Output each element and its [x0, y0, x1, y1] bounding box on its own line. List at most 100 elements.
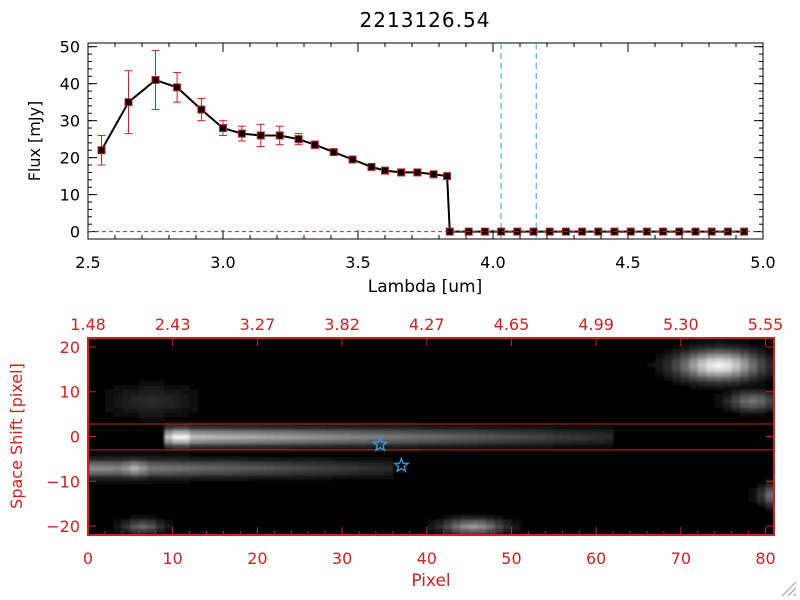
- spectrogram-cell: [121, 528, 131, 534]
- spectrogram-cell: [164, 474, 174, 480]
- spectrogram-cell: [299, 474, 309, 480]
- spectrogram-cell: [172, 393, 182, 400]
- spectrogram-cell: [697, 362, 707, 368]
- spectrogram-cell: [181, 407, 191, 413]
- spectrogram-cell: [342, 429, 352, 435]
- spectrogram-cell: [782, 497, 791, 502]
- wavelength-top-tick-label: 4.27: [409, 315, 445, 334]
- spectrogram-cell: [147, 411, 157, 417]
- spectrogram-cell: [731, 393, 741, 400]
- spectrogram-cell: [452, 425, 462, 431]
- spectrogram-cell: [443, 434, 453, 440]
- spectrogram-cell: [257, 420, 267, 426]
- spectrogram-cell: [774, 501, 783, 506]
- spectrogram-cell: [748, 398, 758, 404]
- spectrogram-cell: [316, 474, 326, 480]
- spectrogram-cell: [706, 376, 716, 382]
- spectrogram-cell: [553, 434, 563, 440]
- spectrogram-cell: [689, 380, 699, 386]
- spectrum-y-label: Flux [mJy]: [25, 101, 44, 182]
- spectrogram-cell: [155, 452, 165, 458]
- spectrogram-cell: [782, 398, 791, 403]
- spectrogram-cell: [147, 514, 157, 520]
- spectrogram-cell: [469, 434, 479, 440]
- spectrogram-cell: [494, 425, 504, 431]
- spectrogram-cell: [96, 470, 106, 476]
- spectrogram-cell: [189, 389, 199, 395]
- resize-grip-icon[interactable]: [781, 581, 797, 597]
- spectrogram-cell: [342, 456, 352, 462]
- spectrogram-cell: [282, 420, 292, 426]
- spectrogram-cell: [172, 385, 182, 391]
- spectrogram-cell: [469, 438, 479, 444]
- spectrogram-cell: [706, 385, 716, 391]
- spectrogram-cell: [265, 452, 275, 458]
- spectrogram-cell: [350, 474, 360, 480]
- spectrogram-cell: [172, 452, 182, 458]
- spectrogram-cell: [460, 532, 470, 535]
- spectrogram-cell: [477, 532, 487, 535]
- spectrogram-cell: [757, 353, 767, 359]
- spectrogram-cell: [426, 425, 436, 431]
- spectrogram-cell: [392, 425, 402, 431]
- spectrogram-cell: [198, 434, 208, 440]
- spectrogram-cell: [384, 420, 394, 426]
- spectrogram-cell: [138, 385, 148, 391]
- spectrogram-cell: [680, 349, 690, 355]
- spectrogram-cell: [401, 438, 411, 444]
- spectrogram-cell: [494, 523, 504, 529]
- spectrogram-cell: [757, 393, 767, 400]
- spectrogram-cell: [265, 434, 275, 440]
- spectrogram-cell: [765, 505, 774, 511]
- spectrogram-cell: [359, 420, 369, 426]
- spectrogram-cell: [130, 523, 140, 529]
- spectrogram-cell: [121, 389, 131, 395]
- spectrogram-cell: [248, 456, 258, 462]
- spectrogram-cell: [477, 429, 487, 435]
- spectrogram-cell: [342, 474, 352, 480]
- spectrogram-cell: [511, 429, 521, 435]
- spectrogram-cell: [672, 358, 682, 364]
- spectrogram-cell: [198, 465, 208, 471]
- spectrogram-cell: [121, 452, 131, 458]
- spectrogram-cell: [155, 461, 165, 467]
- wavelength-top-tick-label: 3.27: [240, 315, 276, 334]
- spectrogram-cell: [138, 461, 148, 467]
- spectrogram-cell: [248, 429, 258, 435]
- spectrogram-cell: [198, 425, 208, 431]
- spectrogram-cell: [486, 532, 496, 535]
- spectrogram-cell: [231, 479, 242, 485]
- spectrogram-cell: [333, 420, 343, 426]
- spectrogram-cell: [282, 438, 292, 444]
- spectrogram-cell: [240, 434, 250, 440]
- spectrogram-cell: [680, 358, 690, 364]
- spectrogram-cell: [359, 434, 369, 440]
- spectrogram-cell: [265, 461, 275, 467]
- spectrogram-cell: [663, 371, 673, 377]
- spectrogram-cell: [502, 425, 513, 431]
- spectrogram-cell: [689, 367, 699, 373]
- spectrogram-cell: [748, 385, 758, 391]
- spectrogram-cell: [291, 456, 301, 462]
- spectrogram-cell: [748, 407, 758, 413]
- spectrogram-cell: [680, 367, 690, 373]
- spectrogram-cell: [88, 470, 98, 476]
- spectrogram-cell: [299, 479, 309, 485]
- spectrogram-cell: [138, 470, 148, 476]
- spectrogram-cell: [130, 532, 140, 535]
- spectrogram-cell: [198, 438, 208, 444]
- spectrogram-cell: [596, 429, 606, 435]
- spectrogram-cell: [215, 461, 225, 467]
- spectrogram-cell: [697, 353, 707, 359]
- spectrogram-cell: [113, 411, 123, 417]
- spectrogram-cell: [130, 402, 140, 408]
- spectrogram-cell: [274, 443, 284, 449]
- spectrogram-cell: [502, 429, 513, 435]
- spectrogram-cell: [723, 402, 733, 408]
- spectrogram-cell: [291, 420, 301, 426]
- spectrogram-cell: [155, 402, 165, 408]
- spectrogram-cell: [155, 416, 165, 422]
- spectrogram-cell: [257, 429, 267, 435]
- spectrogram-cell: [359, 452, 369, 458]
- spectrogram-cell: [680, 371, 690, 377]
